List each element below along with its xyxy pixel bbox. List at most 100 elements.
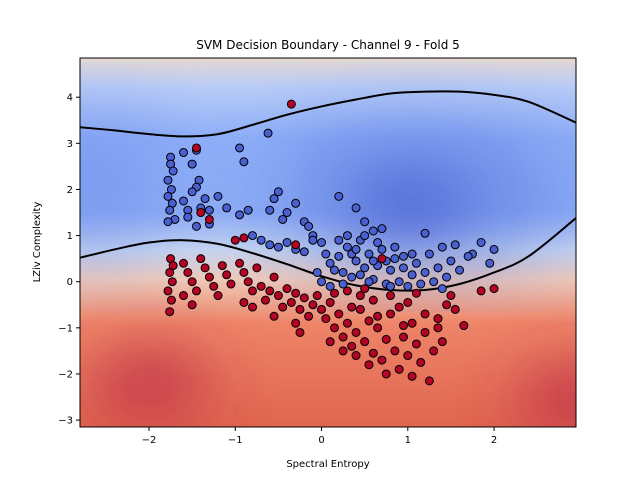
data-point-class-0	[317, 238, 327, 247]
y-tick-label: 0	[67, 277, 73, 288]
data-point-class-0	[463, 251, 473, 261]
data-point-class-1	[407, 371, 417, 381]
data-point-class-0	[386, 265, 396, 275]
data-point-class-0	[263, 128, 273, 138]
data-point-class-1	[429, 346, 439, 356]
data-point-class-1	[403, 297, 413, 307]
data-point-class-1	[489, 284, 499, 294]
data-point-class-1	[373, 323, 383, 333]
data-point-class-0	[282, 238, 292, 247]
data-point-class-0	[325, 258, 335, 268]
data-point-class-1	[329, 288, 339, 298]
data-point-class-0	[377, 224, 387, 234]
data-point-class-0	[351, 203, 361, 213]
data-point-class-0	[308, 235, 318, 245]
data-point-class-1	[291, 288, 301, 298]
data-point-class-1	[407, 318, 417, 328]
data-point-class-0	[248, 231, 258, 241]
data-point-class-1	[167, 277, 177, 287]
data-point-class-1	[351, 327, 361, 337]
data-point-class-1	[420, 327, 430, 337]
data-point-class-1	[260, 295, 270, 305]
decision-boundary-upper	[80, 90, 576, 138]
decision-boundaries	[80, 90, 576, 292]
data-point-class-0	[291, 198, 301, 208]
data-point-class-0	[429, 277, 439, 287]
data-point-class-1	[187, 277, 197, 287]
data-point-class-1	[217, 261, 227, 271]
data-point-class-1	[347, 341, 357, 351]
data-point-class-1	[334, 309, 344, 319]
data-point-class-0	[398, 263, 408, 273]
data-point-class-0	[329, 265, 339, 275]
data-point-class-0	[299, 247, 309, 257]
data-point-class-0	[394, 277, 404, 287]
data-point-class-1	[196, 254, 206, 264]
data-point-class-0	[163, 191, 173, 201]
y-tick-label: 2	[67, 185, 73, 196]
data-point-class-1	[368, 295, 378, 305]
data-point-class-1	[286, 99, 296, 109]
data-point-class-1	[213, 291, 223, 301]
data-point-class-1	[450, 304, 460, 314]
data-point-class-1	[446, 291, 456, 301]
data-point-class-1	[248, 286, 258, 296]
data-point-class-0	[265, 240, 275, 250]
data-point-class-0	[187, 187, 197, 197]
data-point-class-1	[248, 302, 258, 312]
data-point-class-0	[187, 159, 197, 169]
data-point-class-0	[179, 196, 189, 206]
data-point-class-0	[360, 231, 370, 241]
data-point-class-0	[235, 143, 245, 153]
data-point-class-1	[433, 314, 443, 324]
data-point-class-0	[334, 251, 344, 261]
data-point-class-0	[183, 212, 193, 222]
data-point-class-1	[355, 304, 365, 314]
data-point-class-1	[386, 291, 396, 301]
data-point-class-0	[165, 205, 175, 215]
data-point-class-1	[373, 311, 383, 321]
x-tick-label: −1	[228, 435, 243, 446]
data-point-class-1	[239, 297, 249, 307]
data-point-class-0	[179, 148, 189, 158]
data-point-class-0	[312, 267, 322, 277]
data-point-class-0	[351, 244, 361, 254]
data-point-class-1	[304, 311, 314, 321]
y-axis-ticks: −3 −2 −1 0 1 2 3 4	[58, 93, 80, 427]
data-point-class-1	[239, 267, 249, 277]
y-axis-title: LZiv Complexity	[32, 202, 43, 283]
data-point-class-1	[204, 214, 214, 224]
data-point-class-1	[179, 291, 189, 301]
data-point-class-1	[286, 297, 296, 307]
data-point-class-1	[403, 351, 413, 361]
data-point-class-1	[222, 270, 232, 280]
data-point-class-0	[163, 217, 173, 227]
data-point-class-1	[200, 263, 210, 273]
data-point-class-1	[295, 304, 305, 314]
data-point-class-1	[243, 277, 253, 287]
data-point-class-0	[485, 258, 495, 268]
data-point-class-1	[338, 332, 348, 342]
data-point-class-1	[347, 302, 357, 312]
data-point-class-1	[163, 286, 173, 296]
data-point-class-1	[191, 286, 201, 296]
data-point-class-1	[317, 304, 327, 314]
data-point-class-0	[368, 226, 378, 236]
data-point-class-0	[420, 267, 430, 277]
data-point-class-0	[368, 256, 378, 266]
data-point-class-0	[455, 265, 465, 275]
data-point-class-1	[394, 364, 404, 374]
data-point-class-1	[390, 346, 400, 356]
data-point-class-0	[407, 270, 417, 280]
data-point-class-1	[183, 267, 193, 277]
data-point-class-1	[179, 258, 189, 268]
data-point-class-0	[273, 187, 283, 197]
data-points	[163, 99, 499, 386]
data-point-class-1	[342, 286, 352, 296]
data-point-class-0	[450, 240, 460, 250]
data-point-class-1	[265, 286, 275, 296]
data-point-class-0	[222, 203, 232, 213]
data-point-class-1	[437, 337, 447, 347]
y-tick-label: −3	[58, 416, 73, 427]
